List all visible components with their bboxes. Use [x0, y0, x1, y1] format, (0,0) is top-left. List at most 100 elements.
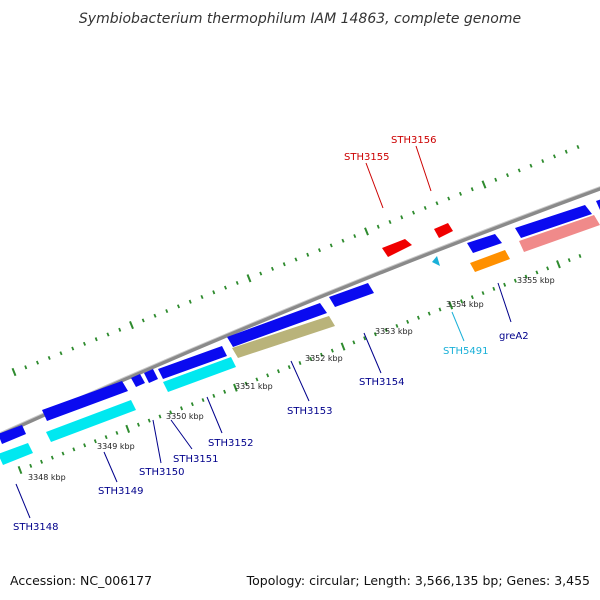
minor-tick — [147, 418, 151, 423]
gene-label-sth3155[interactable]: STH3155 — [344, 152, 389, 163]
minor-tick — [158, 414, 162, 419]
gene-label-sth3151[interactable]: STH3151 — [173, 454, 218, 465]
minor-tick — [255, 377, 259, 382]
gene-arrow-g-cyan-1[interactable] — [0, 443, 33, 465]
leader-line — [415, 145, 432, 192]
leader-line — [103, 451, 118, 483]
minor-tick — [541, 159, 545, 164]
gene-arrow-g-pink-1[interactable] — [519, 215, 600, 252]
minor-tick — [212, 393, 216, 398]
gene-arrow-g-blue-1[interactable] — [0, 425, 26, 444]
gene-arrow-g-blue-10[interactable] — [596, 196, 600, 210]
accession-text: Accession: NC_006177 — [10, 573, 152, 588]
gene-label-sth3153[interactable]: STH3153 — [287, 406, 332, 417]
gene-label-sth3149[interactable]: STH3149 — [98, 486, 143, 497]
leader-line — [497, 282, 512, 323]
gene-label-sth3148[interactable]: STH3148 — [13, 522, 58, 533]
gene-arrow-g-cyan-2[interactable] — [46, 400, 136, 442]
minor-tick — [438, 307, 442, 312]
gene-arrow-g-blue-9[interactable] — [515, 205, 592, 238]
scale-label: 3351 kbp — [235, 382, 273, 391]
major-tick — [364, 227, 369, 236]
minor-tick — [200, 294, 204, 300]
minor-tick — [94, 337, 98, 342]
gene-arrow-g-red-1[interactable] — [382, 239, 412, 257]
minor-tick — [201, 398, 205, 403]
gene-arrow-g-cyan-small[interactable] — [432, 256, 440, 266]
minor-tick — [282, 262, 286, 267]
leader-line — [152, 419, 162, 464]
minor-tick — [294, 257, 298, 262]
minor-tick — [460, 299, 464, 304]
minor-tick — [503, 282, 507, 287]
gene-arrow-g-blue-7[interactable] — [329, 283, 374, 307]
minor-tick — [576, 144, 580, 150]
leader-line — [15, 483, 31, 519]
minor-tick — [82, 341, 87, 346]
minor-tick — [567, 258, 571, 263]
minor-tick — [104, 435, 108, 440]
major-tick — [246, 274, 252, 283]
gene-label-sth3152[interactable]: STH3152 — [208, 438, 253, 449]
minor-tick — [400, 215, 404, 220]
minor-tick — [287, 365, 291, 370]
minor-tick — [388, 219, 392, 225]
gene-arrow-g-olive-1[interactable] — [232, 316, 335, 358]
minor-tick — [416, 315, 420, 320]
minor-tick — [59, 351, 63, 356]
scale-label: 3355 kbp — [517, 276, 555, 285]
scale-labels: 3348 kbp 3349 kbp 3350 kbp 3351 kbp 3352… — [28, 276, 555, 482]
minor-tick — [141, 318, 145, 323]
minor-tick — [447, 196, 451, 201]
minor-tick — [395, 323, 399, 328]
leader-line — [363, 332, 382, 374]
leader-line — [170, 419, 193, 450]
minor-tick — [72, 447, 76, 452]
major-tick — [556, 260, 561, 269]
gene-arrow-g-blue-8[interactable] — [467, 234, 502, 253]
minor-tick — [470, 295, 474, 300]
gene-arrow-g-orange-1[interactable] — [470, 250, 510, 272]
minor-tick — [529, 163, 533, 168]
gene-label-grea2[interactable]: greA2 — [499, 331, 529, 342]
minor-tick — [481, 291, 485, 296]
gene-label-sth3154[interactable]: STH3154 — [359, 377, 404, 388]
minor-tick — [71, 346, 75, 351]
leader-line — [206, 396, 223, 434]
minor-tick — [190, 402, 194, 407]
minor-tick — [29, 463, 33, 468]
gene-arrow-g-blue-3[interactable] — [131, 374, 145, 387]
minor-tick — [61, 451, 65, 456]
major-tick — [11, 367, 17, 377]
minor-tick — [24, 365, 28, 370]
gene-arrow-g-red-2[interactable] — [434, 223, 453, 238]
major-tick — [233, 383, 238, 392]
gene-arrow-g-blue-5[interactable] — [158, 346, 227, 379]
minor-tick — [169, 410, 173, 415]
gene-label-sth3150[interactable]: STH3150 — [139, 467, 184, 478]
scale-label: 3354 kbp — [446, 300, 484, 309]
gene-label-sth3156[interactable]: STH3156 — [391, 135, 436, 146]
minor-tick — [411, 210, 416, 215]
scale-label: 3352 kbp — [305, 354, 343, 363]
minor-tick — [494, 177, 498, 182]
gene-label-sth5491[interactable]: STH5491 — [443, 346, 488, 357]
minor-tick — [352, 340, 356, 345]
minor-tick — [435, 201, 439, 206]
gene-arrow-g-blue-6[interactable] — [227, 303, 327, 347]
minor-tick — [552, 154, 557, 159]
gene-arrow-g-blue-4[interactable] — [144, 369, 158, 383]
leader-line — [290, 360, 310, 402]
map-title: Symbiobacterium thermophilum IAM 14863, … — [79, 11, 521, 27]
scale-label: 3348 kbp — [28, 473, 66, 482]
minor-tick — [423, 205, 427, 210]
minor-tick — [244, 381, 248, 386]
minor-tick — [35, 360, 40, 365]
scale-label: 3349 kbp — [97, 442, 135, 451]
minor-tick — [306, 252, 310, 257]
gene-arrow-g-blue-2[interactable] — [42, 381, 128, 421]
leader-line — [451, 311, 465, 342]
minor-tick — [492, 286, 496, 291]
gene-arrow-g-cyan-3[interactable] — [163, 357, 236, 392]
minor-tick — [270, 266, 275, 271]
